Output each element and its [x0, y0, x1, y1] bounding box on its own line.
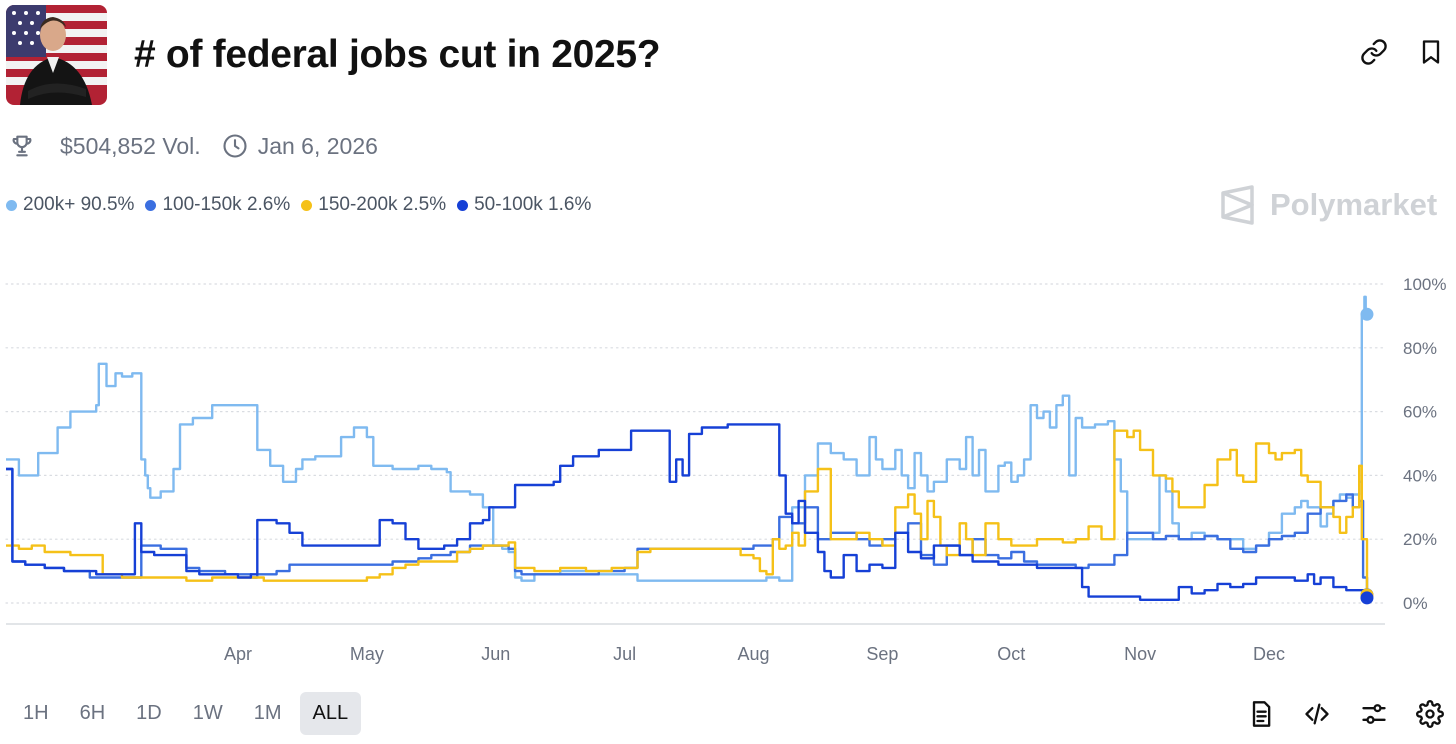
document-icon[interactable] — [1247, 700, 1275, 728]
chart-grid — [5, 283, 1386, 604]
legend-item[interactable]: 50-100k 1.6% — [457, 194, 591, 216]
volume-stat: $504,852 Vol. — [8, 132, 201, 160]
series-line-100-150k — [6, 467, 1369, 595]
range-1m-button[interactable]: 1M — [253, 702, 282, 724]
chart-endpoints — [1360, 307, 1374, 605]
price-chart: 0% 20% 40% 60% 80% 100% Apr May Jun Jul Aug Sep Oct… — [5, 275, 1446, 664]
settings-gear-icon[interactable] — [1416, 700, 1444, 728]
x-tick-label: Aug — [737, 644, 769, 664]
trophy-icon — [12, 135, 32, 157]
market-meta: $504,852 Vol. Jan 6, 2026 — [8, 130, 378, 162]
series-line-150-200k — [6, 429, 1369, 595]
bookmark-icon[interactable] — [1417, 38, 1445, 66]
x-tick-label: Oct — [997, 644, 1025, 664]
x-tick-label: Dec — [1253, 644, 1285, 664]
market-header: # of federal jobs cut in 2025? — [6, 5, 1456, 107]
legend-dot — [6, 199, 17, 211]
legend-item[interactable]: 100-150k 2.6% — [145, 194, 290, 216]
x-tick-label: Jul — [613, 644, 636, 664]
embed-code-icon[interactable] — [1303, 700, 1331, 728]
market-avatar — [6, 5, 107, 105]
link-icon[interactable] — [1360, 38, 1388, 66]
clock-icon — [223, 134, 247, 158]
volume-text: $504,852 Vol. — [60, 132, 201, 159]
y-tick-label: 0% — [1403, 594, 1428, 613]
end-date-text: Jan 6, 2026 — [257, 132, 378, 159]
legend-label: 200k+ 90.5% — [23, 194, 135, 215]
series-endpoint-200k+ — [1360, 307, 1374, 321]
y-tick-label: 40% — [1403, 466, 1437, 485]
legend-dot — [457, 199, 469, 211]
x-axis: Apr May Jun Jul Aug Sep Oct Nov Dec — [6, 623, 1385, 664]
legend-label: 150-200k 2.5% — [318, 194, 447, 215]
chart-series — [6, 295, 1369, 601]
series-endpoint-50-100k — [1360, 591, 1374, 605]
series-line-50-100k — [6, 423, 1369, 601]
chart-legend: 200k+ 90.5% 100-150k 2.6% 150-200k 2.5% … — [6, 194, 602, 216]
x-tick-label: May — [350, 644, 384, 664]
range-1d-button[interactable]: 1D — [136, 702, 162, 724]
brand-watermark: Polymarket — [1220, 185, 1437, 225]
legend-dot — [145, 199, 157, 211]
range-6h-button[interactable]: 6H — [79, 702, 106, 724]
y-tick-label: 20% — [1403, 530, 1437, 549]
y-tick-label: 100% — [1403, 275, 1446, 294]
y-tick-label: 60% — [1403, 403, 1437, 422]
legend-dot — [301, 199, 313, 211]
range-1w-button[interactable]: 1W — [192, 702, 223, 724]
legend-item[interactable]: 150-200k 2.5% — [301, 194, 446, 216]
polymarket-logo-icon — [1221, 185, 1254, 225]
y-tick-label: 80% — [1403, 339, 1437, 358]
time-range-selector: 1H 6H 1D 1W 1M ALL — [10, 692, 366, 735]
x-tick-label: Nov — [1124, 644, 1156, 664]
x-tick-label: Jun — [481, 644, 510, 664]
page-title: # of federal jobs cut in 2025? — [134, 33, 661, 76]
x-tick-label: Sep — [866, 644, 898, 664]
legend-label: 100-150k 2.6% — [162, 194, 291, 215]
y-axis: 0% 20% 40% 60% 80% 100% — [1403, 275, 1446, 613]
legend-item[interactable]: 200k+ 90.5% — [6, 194, 134, 216]
legend-label: 50-100k 1.6% — [474, 194, 592, 215]
sliders-icon[interactable] — [1360, 700, 1388, 728]
end-date-stat: Jan 6, 2026 — [221, 132, 378, 160]
brand-name: Polymarket — [1270, 187, 1438, 222]
range-1h-button[interactable]: 1H — [23, 702, 49, 724]
range-all-button[interactable]: ALL — [299, 692, 362, 735]
x-tick-label: Apr — [224, 644, 252, 664]
